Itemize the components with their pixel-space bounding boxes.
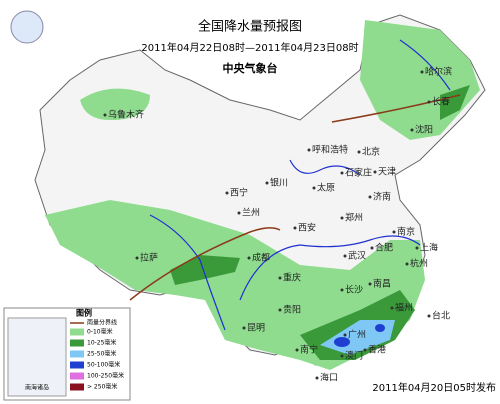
city-label: 石家庄 (345, 167, 372, 179)
city-label: 兰州 (242, 207, 260, 219)
river (149, 39, 451, 331)
footer: 2011年04月20日05时发布 (372, 381, 496, 394)
city-dot (410, 128, 414, 132)
legend-label: 雨量分界线 (87, 319, 117, 327)
title: 全国降水量预报图 (198, 19, 302, 35)
city-dot (392, 230, 396, 234)
city-label: 贵阳 (283, 304, 301, 316)
logo (10, 10, 44, 44)
city-label: 哈尔滨 (425, 66, 452, 78)
city-dot (103, 113, 107, 117)
city-label: 济南 (373, 191, 391, 203)
city-label: 长春 (432, 96, 450, 108)
legend-label: 0-10毫米 (87, 328, 113, 336)
city-label: 南昌 (373, 278, 391, 290)
legend-label: 10-25毫米 (87, 339, 116, 347)
legend-label: 100-250毫米 (87, 372, 124, 380)
city-dot (247, 256, 251, 260)
city-dot (370, 246, 374, 250)
city-dot (242, 326, 246, 330)
period: 2011年04月22日08时—2011年04月23日08时 (141, 41, 358, 54)
city-label: 澳门 (345, 350, 363, 362)
city-label: 天津 (378, 167, 396, 178)
legend-swatch (70, 372, 84, 380)
city-dot (278, 276, 282, 280)
city-dot (427, 314, 431, 318)
city-dot (390, 306, 394, 310)
city-dot (295, 348, 299, 352)
city-label: 台北 (432, 310, 450, 322)
city-dot (135, 256, 139, 260)
rain-area (334, 337, 350, 347)
city-dot (293, 226, 297, 230)
city-dot (343, 333, 347, 337)
city-label: 福州 (395, 302, 413, 314)
city-dot (373, 170, 377, 174)
city-label: 昆明 (247, 323, 265, 334)
city-label: 长沙 (345, 284, 363, 296)
city-dot (343, 254, 347, 258)
city-dot (315, 376, 319, 380)
rain-boundary (129, 94, 461, 301)
city-label: 上海 (420, 242, 438, 254)
city-dot (340, 288, 344, 292)
inset-map (7, 317, 67, 397)
city-label: 南宁 (300, 344, 318, 356)
city-label: 乌鲁木齐 (108, 109, 144, 121)
city-label: 北京 (362, 146, 380, 158)
city-dot (307, 148, 311, 152)
city-dot (340, 216, 344, 220)
issuer: 中央气象台 (223, 61, 278, 75)
city-label: 香港 (368, 344, 386, 356)
city-dot (312, 186, 316, 190)
city-label: 广州 (348, 329, 366, 341)
rain-area (80, 88, 150, 120)
legend-swatch (70, 328, 84, 336)
city-label: 沈阳 (415, 124, 433, 136)
city-dot (405, 262, 409, 266)
legend-label: 25-50毫米 (87, 350, 116, 358)
city-label: 西宁 (230, 187, 248, 199)
legend-swatch (70, 350, 84, 358)
city-dot (340, 354, 344, 358)
city-label: 武汉 (348, 250, 366, 262)
city-label: 成都 (252, 252, 270, 264)
city-label: 银川 (270, 177, 288, 189)
city-dot (357, 150, 361, 154)
city-label: 杭州 (410, 258, 428, 270)
city-dot (237, 211, 241, 215)
legend-swatch (70, 339, 84, 347)
city-dot (368, 195, 372, 199)
legend: 图例 雨量分界线 南海诸岛 0-10毫米 10-25毫米 25-50毫米 50-100… (3, 307, 131, 401)
city-label: 南京 (397, 226, 415, 238)
city-dot (225, 191, 229, 195)
legend-label: > 250毫米 (87, 383, 117, 391)
city-dot (427, 100, 431, 104)
city-dot (368, 282, 372, 286)
city-label: 合肥 (375, 242, 393, 254)
rain-area (170, 255, 240, 285)
city-dot (340, 171, 344, 175)
city-dot (363, 348, 367, 352)
legend-swatch (70, 361, 84, 369)
city-dot (420, 70, 424, 74)
city-dot (265, 181, 269, 185)
city-dot (278, 308, 282, 312)
city-label: 西安 (298, 222, 316, 234)
legend-swatch (70, 383, 84, 391)
city-label: 拉萨 (140, 252, 158, 264)
rain-area (440, 85, 470, 120)
city-dot (415, 246, 419, 250)
city-label: 太原 (317, 182, 335, 194)
legend-title: 图例 (76, 308, 92, 318)
legend-label: 50-100毫米 (87, 361, 120, 369)
city-label: 呼和浩特 (312, 144, 348, 156)
inset-label: 南海诸岛 (25, 384, 49, 392)
city-label: 海口 (320, 372, 338, 384)
city-label: 郑州 (345, 212, 363, 224)
rain-area (375, 324, 385, 332)
city-label: 重庆 (283, 272, 301, 284)
